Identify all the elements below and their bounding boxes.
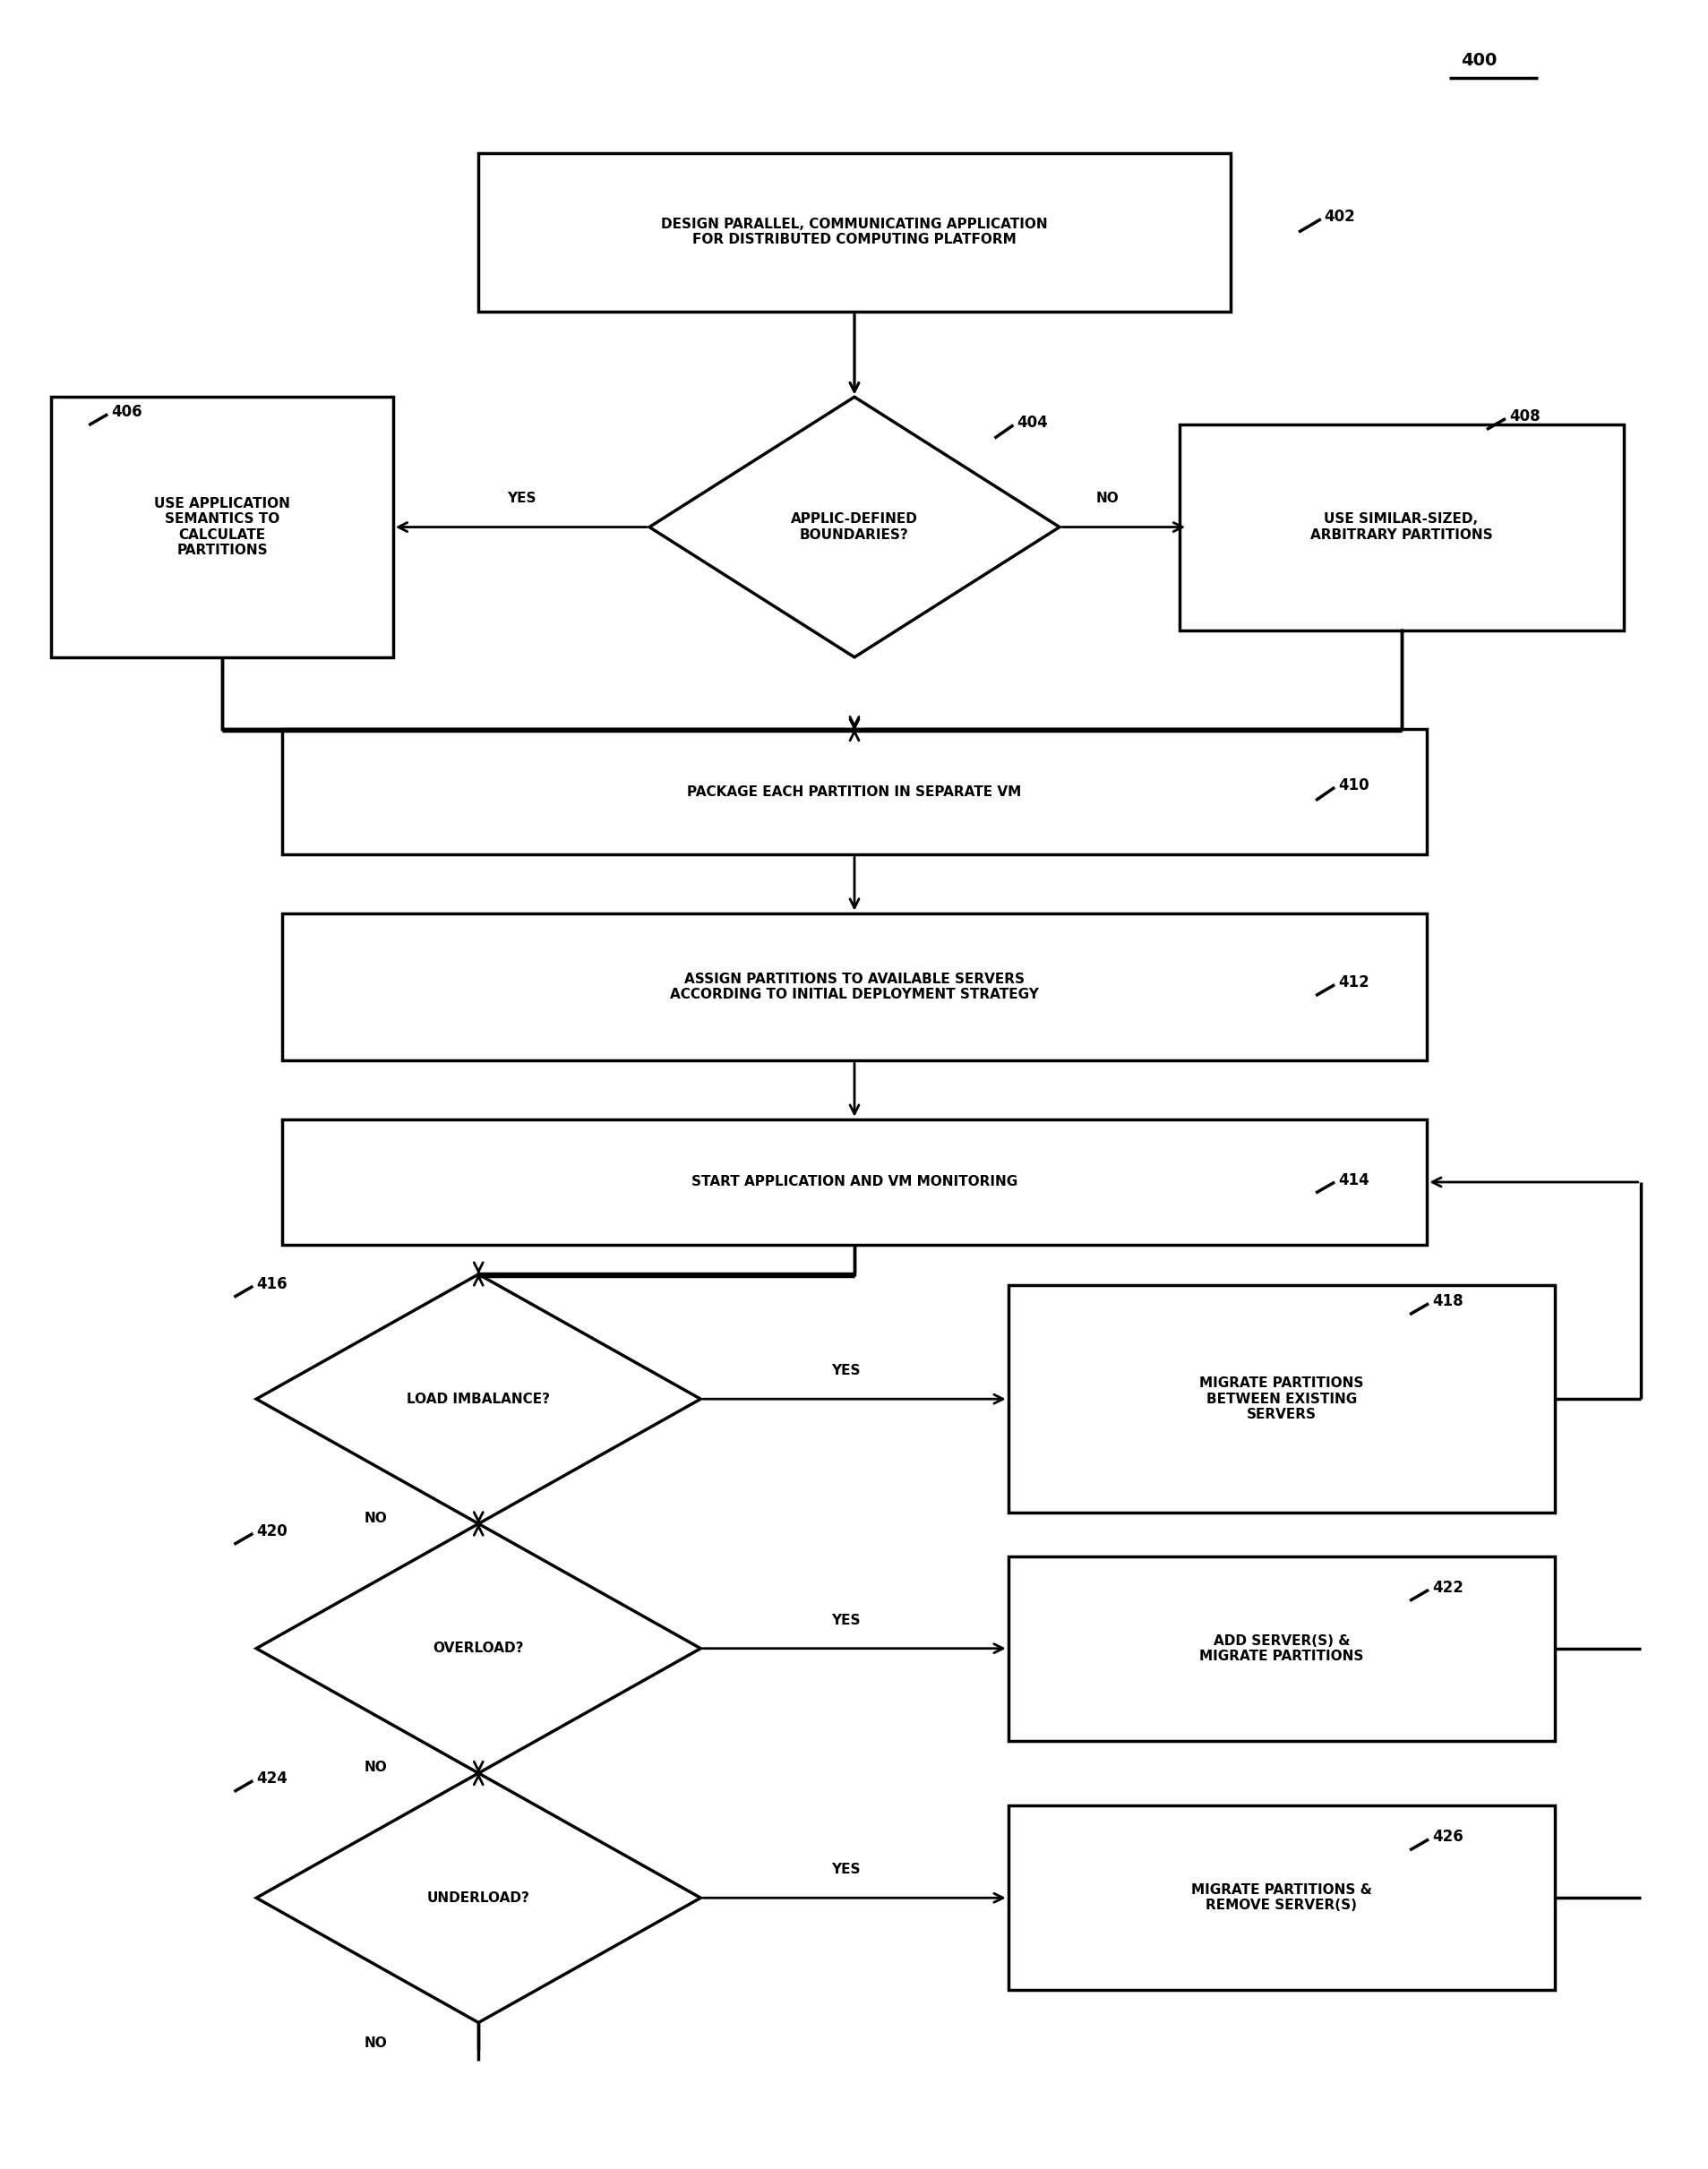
- Text: YES: YES: [506, 492, 536, 505]
- Text: PACKAGE EACH PARTITION IN SEPARATE VM: PACKAGE EACH PARTITION IN SEPARATE VM: [687, 785, 1021, 798]
- Text: OVERLOAD?: OVERLOAD?: [432, 1642, 524, 1655]
- Text: 420: 420: [256, 1523, 287, 1540]
- Text: MIGRATE PARTITIONS
BETWEEN EXISTING
SERVERS: MIGRATE PARTITIONS BETWEEN EXISTING SERV…: [1199, 1377, 1363, 1421]
- Text: USE SIMILAR-SIZED,
ARBITRARY PARTITIONS: USE SIMILAR-SIZED, ARBITRARY PARTITIONS: [1310, 512, 1491, 542]
- Text: 418: 418: [1431, 1293, 1462, 1310]
- Text: DESIGN PARALLEL, COMMUNICATING APPLICATION
FOR DISTRIBUTED COMPUTING PLATFORM: DESIGN PARALLEL, COMMUNICATING APPLICATI…: [661, 217, 1047, 247]
- Text: ADD SERVER(S) &
MIGRATE PARTITIONS: ADD SERVER(S) & MIGRATE PARTITIONS: [1199, 1633, 1363, 1664]
- Text: ASSIGN PARTITIONS TO AVAILABLE SERVERS
ACCORDING TO INITIAL DEPLOYMENT STRATEGY: ASSIGN PARTITIONS TO AVAILABLE SERVERS A…: [670, 972, 1038, 1002]
- Bar: [51, 397, 393, 657]
- Text: NO: NO: [1095, 492, 1119, 505]
- Bar: [282, 1119, 1426, 1245]
- Text: USE APPLICATION
SEMANTICS TO
CALCULATE
PARTITIONS: USE APPLICATION SEMANTICS TO CALCULATE P…: [154, 497, 290, 557]
- Text: NO: NO: [364, 1761, 388, 1774]
- Text: NO: NO: [364, 1512, 388, 1525]
- Text: APPLIC-DEFINED
BOUNDARIES?: APPLIC-DEFINED BOUNDARIES?: [791, 512, 917, 542]
- Bar: [1179, 425, 1623, 629]
- Text: 404: 404: [1016, 414, 1047, 432]
- Text: YES: YES: [830, 1364, 861, 1377]
- Text: 422: 422: [1431, 1579, 1462, 1596]
- Bar: [282, 913, 1426, 1061]
- Text: 402: 402: [1324, 208, 1354, 226]
- Text: NO: NO: [364, 2037, 388, 2050]
- Text: 414: 414: [1337, 1171, 1368, 1189]
- Text: 416: 416: [256, 1275, 287, 1293]
- Text: START APPLICATION AND VM MONITORING: START APPLICATION AND VM MONITORING: [692, 1176, 1016, 1189]
- Text: 406: 406: [111, 403, 142, 421]
- Polygon shape: [256, 1523, 700, 1774]
- Bar: [1008, 1557, 1554, 1740]
- Text: MIGRATE PARTITIONS &
REMOVE SERVER(S): MIGRATE PARTITIONS & REMOVE SERVER(S): [1190, 1883, 1372, 1913]
- Bar: [1008, 1805, 1554, 1991]
- Text: 424: 424: [256, 1770, 287, 1787]
- Text: 408: 408: [1508, 408, 1539, 425]
- Bar: [478, 152, 1230, 310]
- Text: YES: YES: [830, 1614, 861, 1627]
- Text: 426: 426: [1431, 1828, 1462, 1846]
- Bar: [1008, 1284, 1554, 1514]
- Polygon shape: [256, 1774, 700, 2022]
- Text: 410: 410: [1337, 777, 1368, 794]
- Polygon shape: [649, 397, 1059, 657]
- Text: UNDERLOAD?: UNDERLOAD?: [427, 1891, 529, 1904]
- Text: 400: 400: [1460, 52, 1496, 69]
- Polygon shape: [256, 1275, 700, 1523]
- Bar: [282, 729, 1426, 855]
- Text: 412: 412: [1337, 974, 1368, 991]
- Text: LOAD IMBALANCE?: LOAD IMBALANCE?: [407, 1392, 550, 1406]
- Text: YES: YES: [830, 1863, 861, 1876]
